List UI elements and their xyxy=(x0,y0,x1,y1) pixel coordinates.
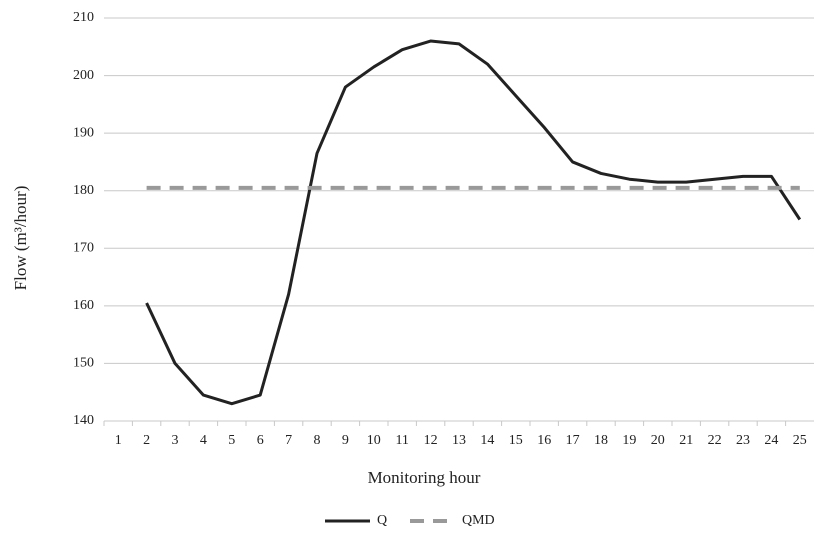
x-tick-label: 10 xyxy=(367,433,381,448)
x-tick-label: 6 xyxy=(257,433,264,448)
y-tick-label: 150 xyxy=(73,356,94,371)
x-tick-label: 17 xyxy=(566,433,580,448)
x-tick-label: 14 xyxy=(480,433,494,448)
x-tick-label: 16 xyxy=(537,433,551,448)
y-tick-label: 200 xyxy=(73,68,94,83)
x-tick-label: 25 xyxy=(793,433,807,448)
x-tick-label: 8 xyxy=(314,433,321,448)
x-tick-label: 13 xyxy=(452,433,466,448)
x-tick-label: 20 xyxy=(651,433,665,448)
x-tick-label: 19 xyxy=(622,433,636,448)
x-tick-label: 23 xyxy=(736,433,750,448)
legend-label: Q xyxy=(377,513,387,528)
x-tick-label: 22 xyxy=(708,433,722,448)
y-tick-label: 190 xyxy=(73,125,94,140)
x-tick-label: 2 xyxy=(143,433,150,448)
x-tick-label: 7 xyxy=(285,433,292,448)
x-tick-label: 9 xyxy=(342,433,349,448)
x-tick-label: 1 xyxy=(115,433,122,448)
y-tick-label: 160 xyxy=(73,298,94,313)
y-tick-label: 140 xyxy=(73,413,94,428)
x-tick-label: 5 xyxy=(228,433,235,448)
x-tick-label: 3 xyxy=(172,433,179,448)
y-axis-title: Flow (m³/hour) xyxy=(11,186,30,291)
legend-label: QMD xyxy=(462,513,495,528)
x-axis-title: Monitoring hour xyxy=(368,468,481,487)
x-tick-label: 4 xyxy=(200,433,207,448)
x-tick-label: 15 xyxy=(509,433,523,448)
y-tick-label: 210 xyxy=(73,10,94,25)
series-line xyxy=(145,39,802,406)
x-tick-label: 18 xyxy=(594,433,608,448)
x-tick-label: 11 xyxy=(395,433,408,448)
x-tick-label: 24 xyxy=(764,433,778,448)
y-tick-label: 180 xyxy=(73,183,94,198)
y-tick-label: 170 xyxy=(73,241,94,256)
x-tick-label: 12 xyxy=(424,433,438,448)
x-tick-label: 21 xyxy=(679,433,693,448)
